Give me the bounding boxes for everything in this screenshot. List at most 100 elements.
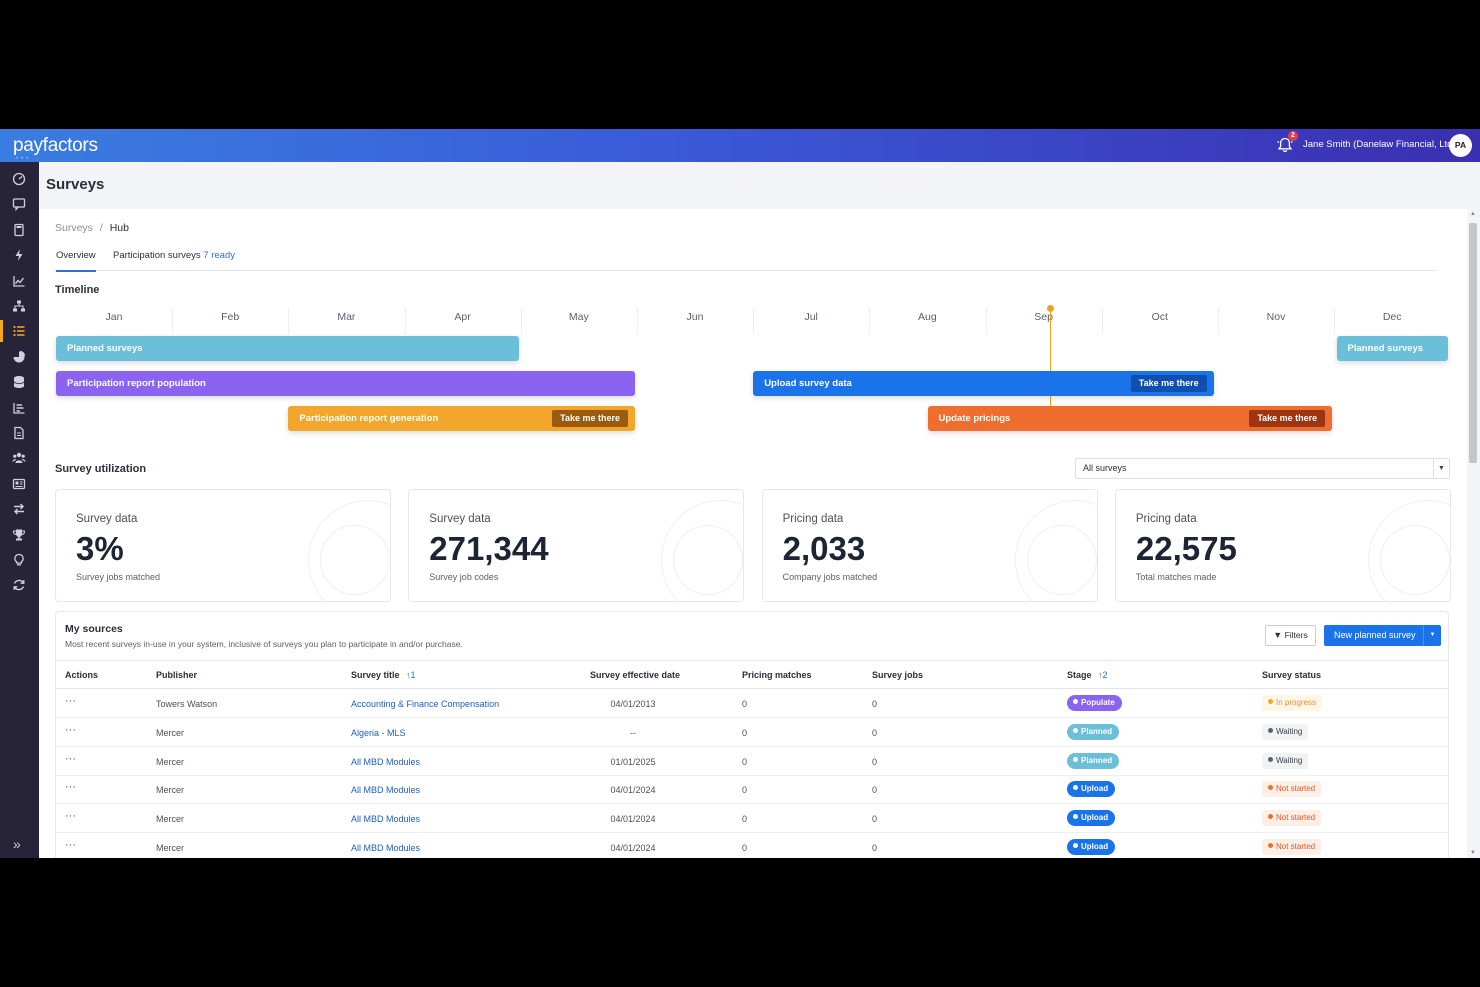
new-planned-survey-button[interactable]: New planned survey ▼ — [1324, 625, 1441, 646]
cell-publisher: Mercer — [156, 843, 185, 853]
timeline-bar[interactable]: Participation report generation Take me t… — [288, 406, 635, 431]
org-chart-icon[interactable] — [12, 299, 26, 313]
stage-badge: Populate — [1067, 695, 1122, 711]
stage-label: Planned — [1081, 755, 1113, 765]
row-actions-menu[interactable]: ··· — [65, 752, 76, 765]
cell-survey-title-link[interactable]: Algeria - MLS — [351, 727, 406, 738]
cell-survey-title-link[interactable]: All MBD Modules — [351, 756, 421, 767]
col-pricing-matches[interactable]: Pricing matches — [742, 670, 812, 680]
col-survey-jobs[interactable]: Survey jobs — [872, 670, 924, 680]
scroll-thumb[interactable] — [1469, 223, 1477, 463]
table-row[interactable]: ··· Mercer Algeria - MLS -- 0 0 Planned Waiting — [56, 718, 1448, 747]
bell-icon[interactable] — [1276, 136, 1294, 154]
row-actions-menu[interactable]: ··· — [65, 810, 76, 823]
stage-dot — [1073, 699, 1078, 704]
avatar[interactable]: PA — [1449, 134, 1472, 157]
timeline-bar[interactable]: Upload survey data Take me there — [753, 371, 1214, 396]
utilization-card: Survey data 271,344 Survey job codes — [408, 489, 745, 602]
table-row[interactable]: ··· Towers Watson Accounting & Finance Com… — [56, 689, 1448, 718]
user-name[interactable]: Jane Smith (Danelaw Financial, Ltd.) — [1303, 139, 1459, 150]
bolt-icon[interactable] — [12, 248, 26, 262]
timeline-bar-label: Participation report population — [67, 378, 206, 389]
expand-sidebar-icon[interactable]: » — [13, 836, 21, 852]
take-me-there-button[interactable]: Take me there — [1130, 375, 1207, 392]
my-sources-title: My sources — [65, 623, 123, 635]
status-label: Not started — [1276, 842, 1316, 851]
take-me-there-button[interactable]: Take me there — [552, 410, 628, 427]
timeline-bar[interactable]: Planned surveys — [56, 336, 519, 361]
table-row[interactable]: ··· Mercer All MBD Modules 04/01/2024 0 0 Uplo… — [56, 833, 1448, 858]
status-label: In progress — [1276, 698, 1317, 707]
cell-survey-title-link[interactable]: All MBD Modules — [351, 785, 421, 796]
timeline-month-sep: Sep — [1034, 311, 1053, 323]
sort-asc-icon[interactable]: ↑2 — [1098, 670, 1108, 680]
cell-survey-title-link[interactable]: Accounting & Finance Compensation — [351, 699, 500, 709]
timeline-month-jul: Jul — [804, 311, 818, 323]
stage-dot — [1073, 814, 1078, 820]
tab-participation-surveys[interactable]: Participation surveys 7 ready — [113, 250, 235, 261]
top-bar: payfactors ••• 2 Jane Smith (Danelaw Fin… — [0, 129, 1480, 162]
card-value: 22,575 — [1135, 530, 1237, 567]
scroll-up-icon[interactable]: ▲ — [1470, 211, 1476, 217]
filters-button[interactable]: ▼ Filters — [1265, 625, 1316, 646]
cell-survey-title-link[interactable]: All MBD Modules — [351, 843, 421, 853]
col-survey-title[interactable]: Survey title ↑1 — [351, 670, 416, 680]
scroll-down-icon[interactable]: ▼ — [1470, 850, 1476, 856]
status-dot — [1268, 756, 1273, 762]
lightbulb-icon[interactable] — [12, 553, 26, 567]
tab-overview-label: Overview — [56, 250, 96, 261]
calculator-icon[interactable] — [12, 223, 26, 237]
status-badge: Waiting — [1262, 723, 1309, 740]
row-actions-menu[interactable]: ··· — [65, 781, 76, 794]
col-stage[interactable]: Stage ↑2 — [1067, 670, 1108, 680]
chevron-down-icon[interactable]: ▼ — [1423, 625, 1441, 646]
dashboard-icon[interactable] — [12, 172, 26, 186]
filters-label: Filters — [1284, 630, 1308, 640]
stage-badge: Planned — [1067, 752, 1120, 769]
cell-survey-title-link[interactable]: All MBD Modules — [351, 814, 421, 825]
timeline-month-apr: Apr — [454, 311, 471, 323]
today-marker — [1046, 305, 1054, 312]
newspaper-icon[interactable] — [12, 477, 26, 491]
comment-icon[interactable] — [12, 197, 26, 212]
timeline-bar[interactable]: Update pricings Take me there — [927, 406, 1333, 431]
card-value: 3% — [76, 530, 124, 567]
survey-filter-select[interactable]: All surveys ▼ — [1075, 458, 1450, 479]
document-icon[interactable] — [12, 426, 26, 440]
col-survey-status[interactable]: Survey status — [1262, 670, 1322, 680]
col-effective-date[interactable]: Survey effective date — [590, 670, 681, 680]
bar-chart-icon[interactable] — [12, 401, 26, 415]
sidebar-active-indicator — [0, 320, 3, 343]
pie-chart-icon[interactable] — [12, 350, 26, 364]
exchange-icon[interactable] — [12, 502, 26, 516]
logo[interactable]: payfactors — [13, 135, 98, 156]
row-actions-menu[interactable]: ··· — [65, 723, 76, 736]
table-row[interactable]: ··· Mercer All MBD Modules 04/01/2024 0 0 Uplo… — [56, 775, 1448, 805]
timeline-bar[interactable]: Planned surveys — [1336, 336, 1449, 361]
card-decoration — [673, 525, 744, 595]
cell-publisher: Towers Watson — [156, 699, 218, 709]
breadcrumb-surveys[interactable]: Surveys — [55, 222, 93, 234]
row-actions-menu[interactable]: ··· — [65, 695, 76, 707]
tab-overview[interactable]: Overview — [56, 250, 96, 272]
cell-effective-date: 04/01/2013 — [610, 699, 656, 709]
vertical-scrollbar[interactable]: ▲ ▼ — [1467, 209, 1480, 858]
sort-asc-icon[interactable]: ↑1 — [406, 670, 416, 680]
timeline-month-nov: Nov — [1266, 311, 1286, 323]
chevron-down-icon[interactable]: ▼ — [1433, 459, 1449, 478]
row-actions-menu[interactable]: ··· — [65, 839, 76, 851]
chart-line-icon[interactable] — [12, 274, 26, 288]
cell-effective-date: 04/01/2024 — [610, 843, 656, 853]
trophy-icon[interactable] — [12, 528, 26, 542]
table-row[interactable]: ··· Mercer All MBD Modules 01/01/2025 0 0 Plan… — [56, 747, 1448, 776]
take-me-there-button[interactable]: Take me there — [1249, 410, 1326, 427]
timeline-bar[interactable]: Participation report population — [56, 371, 635, 396]
list-icon[interactable] — [12, 324, 26, 338]
users-icon[interactable] — [12, 451, 26, 465]
database-icon[interactable] — [12, 375, 26, 389]
col-publisher[interactable]: Publisher — [156, 670, 198, 680]
notification-badge: 2 — [1288, 131, 1298, 141]
refresh-icon[interactable] — [12, 578, 26, 592]
table-row[interactable]: ··· Mercer All MBD Modules 04/01/2024 0 0 Uplo… — [56, 804, 1448, 834]
timeline-month-jun: Jun — [686, 311, 704, 323]
